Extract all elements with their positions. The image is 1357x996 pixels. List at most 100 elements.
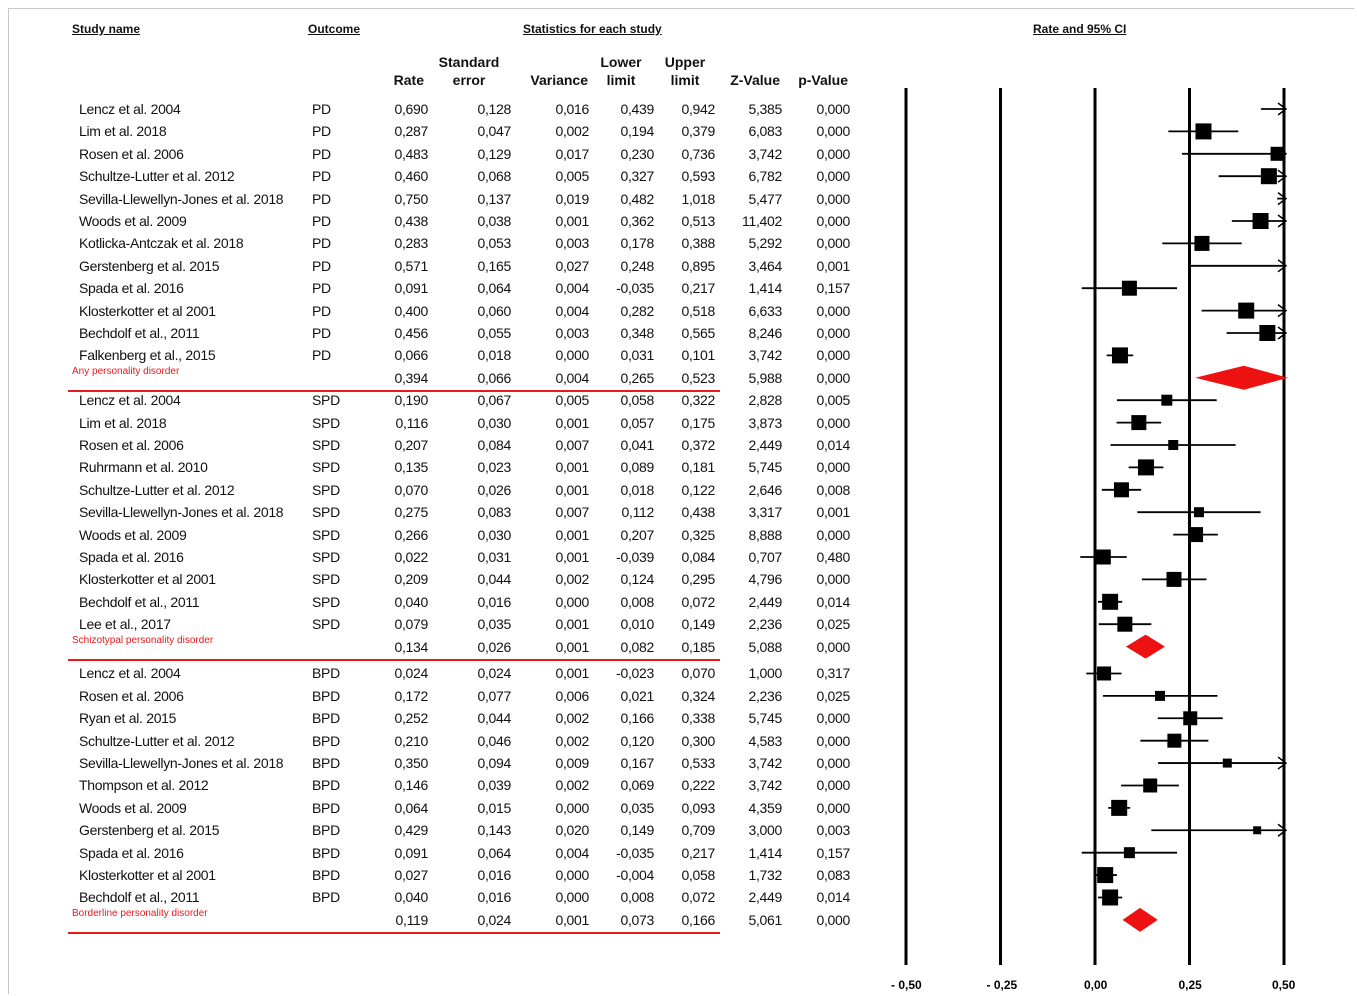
cell-upper: 0,736: [681, 145, 715, 162]
cell-z: 2,449: [748, 889, 782, 906]
rate-marker: [1111, 799, 1128, 816]
cell-rate: 0,350: [394, 755, 428, 772]
cell-upper: 0,181: [681, 459, 715, 476]
study-name: Sevilla-Llewellyn-Jones et al. 2018: [79, 190, 284, 207]
cell-p: 0,000: [816, 638, 850, 655]
cell-lower: 0,282: [620, 302, 654, 319]
cell-p: 0,001: [816, 257, 850, 274]
cell-lower: 0,124: [620, 571, 654, 588]
outcome-label: PD: [312, 213, 331, 229]
outcome-label: SPD: [312, 593, 340, 610]
cell-z: 5,385: [748, 101, 782, 117]
cell-upper: 0,438: [681, 504, 715, 521]
cell-lower: 0,362: [620, 213, 654, 229]
column-rate: Rate: [393, 72, 424, 88]
cell-se: 0,016: [477, 593, 511, 610]
cell-variance: 0,004: [555, 844, 589, 861]
cell-upper: 0,175: [681, 414, 715, 431]
rate-marker: [1270, 146, 1285, 161]
cell-variance: 0,005: [555, 392, 589, 409]
rate-marker: [1260, 168, 1277, 185]
cell-upper: 0,533: [681, 755, 715, 772]
outcome-label: BPD: [312, 799, 340, 816]
cell-p: 0,003: [816, 822, 850, 839]
study-name: Ruhrmann et al. 2010: [79, 459, 208, 476]
cell-variance: 0,000: [555, 799, 589, 816]
cell-p: 0,000: [816, 325, 850, 341]
cell-z: 4,359: [748, 799, 782, 816]
study-name: Spada et al. 2016: [79, 844, 184, 861]
study-name: Klosterkotter et al 2001: [79, 867, 216, 884]
subgroup-label: Borderline personality disorder: [72, 907, 208, 919]
cell-lower: 0,018: [620, 481, 654, 498]
outcome-label: BPD: [312, 844, 340, 861]
x-tick-label: 0,25: [1179, 978, 1203, 992]
cell-p: 0,000: [816, 302, 850, 319]
cell-p: 0,000: [816, 911, 850, 928]
cell-lower: 0,031: [620, 347, 654, 364]
cell-upper: 0,070: [681, 665, 715, 682]
outcome-label: BPD: [312, 777, 340, 794]
rate-marker: [1167, 733, 1182, 748]
cell-p: 0,005: [816, 392, 850, 409]
outcome-label: BPD: [312, 732, 340, 749]
cell-variance: 0,002: [555, 571, 589, 588]
cell-z: 5,061: [748, 911, 782, 928]
cell-se: 0,047: [477, 123, 511, 140]
cell-z: 6,782: [748, 168, 782, 185]
rate-marker: [1238, 302, 1255, 319]
x-tick-label: 0,00: [1084, 978, 1108, 992]
ci-arrow: [1277, 326, 1288, 340]
cell-p: 0,000: [816, 777, 850, 794]
x-tick-label: - 0,25: [987, 978, 1018, 992]
cell-p: 0,000: [816, 459, 850, 476]
rate-marker: [1166, 571, 1182, 587]
cell-p: 0,014: [816, 889, 850, 906]
cell-p: 0,000: [816, 732, 850, 749]
outcome-label: BPD: [312, 687, 340, 704]
column-z-value: Z-Value: [730, 72, 780, 88]
cell-z: 6,083: [748, 123, 782, 140]
study-name: Kotlicka-Antczak et al. 2018: [79, 235, 244, 252]
cell-se: 0,024: [477, 911, 511, 928]
cell-lower: 0,230: [620, 145, 654, 162]
cell-rate: 0,266: [394, 526, 428, 543]
cell-variance: 0,001: [555, 481, 589, 498]
cell-p: 0,083: [816, 867, 850, 884]
cell-rate: 0,146: [394, 777, 428, 794]
rate-marker: [1097, 666, 1112, 681]
cell-upper: 0,093: [681, 799, 715, 816]
cell-p: 0,000: [816, 755, 850, 772]
cell-se: 0,066: [477, 369, 511, 386]
cell-rate: 0,070: [394, 481, 428, 498]
cell-lower: 0,149: [620, 822, 654, 839]
cell-z: 2,828: [748, 392, 782, 409]
rate-marker: [1138, 459, 1155, 476]
cell-z: 8,888: [748, 526, 782, 543]
cell-rate: 0,134: [394, 638, 428, 655]
cell-variance: 0,019: [555, 190, 589, 207]
study-name: Klosterkotter et al 2001: [79, 571, 216, 588]
study-name: Bechdolf et al., 2011: [79, 593, 200, 610]
cell-variance: 0,000: [555, 889, 589, 906]
cell-variance: 0,007: [555, 437, 589, 453]
cell-upper: 0,518: [681, 302, 715, 319]
cell-se: 0,083: [477, 504, 511, 521]
cell-lower: 0,327: [620, 168, 654, 185]
cell-p: 0,001: [816, 504, 850, 521]
cell-lower: -0,035: [616, 280, 654, 297]
rate-marker: [1131, 415, 1147, 431]
cell-variance: 0,006: [555, 687, 589, 704]
cell-se: 0,129: [477, 145, 511, 162]
cell-lower: 0,194: [620, 123, 654, 140]
cell-rate: 0,207: [394, 437, 428, 453]
cell-se: 0,039: [477, 777, 511, 794]
cell-rate: 0,283: [394, 235, 428, 252]
cell-se: 0,046: [477, 732, 511, 749]
rate-marker: [1222, 758, 1232, 768]
rate-marker: [1123, 847, 1135, 859]
ci-arrow: [1277, 214, 1288, 228]
column-p-value: p-Value: [798, 72, 848, 88]
outcome-label: SPD: [312, 481, 340, 498]
